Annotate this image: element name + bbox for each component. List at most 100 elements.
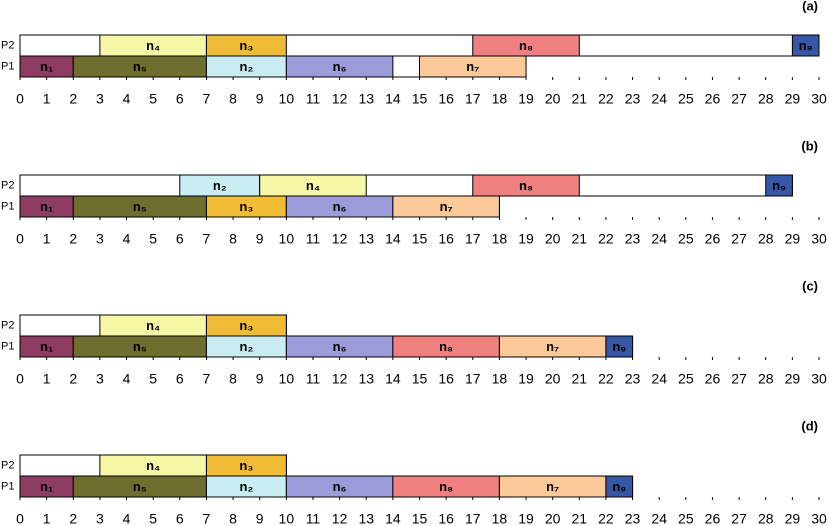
x-tick-label: 6 <box>176 91 184 107</box>
x-tick-label: 7 <box>203 371 211 387</box>
task-label: n₁ <box>40 59 53 74</box>
x-tick-label: 12 <box>332 511 348 526</box>
x-tick-label: 23 <box>625 371 641 387</box>
x-tick-label: 18 <box>492 511 508 526</box>
x-tick-label: 13 <box>358 371 374 387</box>
task-label: n₈ <box>519 38 533 53</box>
x-tick-label: 22 <box>598 371 614 387</box>
task-label: n₉ <box>799 38 813 53</box>
panel-title: (a) <box>802 0 818 13</box>
x-tick-label: 29 <box>785 231 801 247</box>
task-label: n₂ <box>240 339 254 354</box>
x-tick-label: 26 <box>705 511 721 526</box>
task-label: n₇ <box>546 339 559 354</box>
panel-title: (d) <box>801 418 818 433</box>
x-tick-label: 8 <box>229 511 237 526</box>
x-tick-label: 17 <box>465 371 481 387</box>
x-tick-label: 11 <box>306 231 321 247</box>
x-tick-label: 24 <box>651 371 667 387</box>
x-tick-label: 22 <box>598 231 614 247</box>
x-tick-label: 20 <box>545 231 561 247</box>
row-label: P1 <box>1 60 14 72</box>
x-tick-label: 29 <box>785 511 801 526</box>
x-tick-label: 20 <box>545 91 561 107</box>
x-tick-label: 21 <box>572 91 588 107</box>
task-label: n₆ <box>333 199 347 214</box>
x-tick-label: 3 <box>96 231 104 247</box>
x-tick-label: 8 <box>229 91 237 107</box>
task-label: n₇ <box>440 199 453 214</box>
task-bar <box>605 335 634 358</box>
x-tick-label: 20 <box>545 371 561 387</box>
x-tick-label: 18 <box>492 231 508 247</box>
x-tick-label: 18 <box>492 91 508 107</box>
task-label: n₉ <box>612 339 626 354</box>
x-tick-label: 12 <box>332 91 348 107</box>
x-tick-label: 23 <box>625 511 641 526</box>
row-label: P2 <box>1 319 14 331</box>
x-tick-label: 5 <box>149 231 157 247</box>
x-tick-label: 2 <box>69 511 77 526</box>
x-tick-label: 26 <box>705 91 721 107</box>
task-label: n₄ <box>146 318 160 333</box>
x-tick-label: 3 <box>96 371 104 387</box>
task-label: n₅ <box>133 339 147 354</box>
x-tick-label: 27 <box>731 371 747 387</box>
x-tick-label: 1 <box>43 511 51 526</box>
x-tick-label: 14 <box>385 511 401 526</box>
task-label: n₂ <box>213 178 227 193</box>
x-tick-label: 28 <box>758 371 774 387</box>
x-tick-label: 30 <box>811 511 827 526</box>
row-label: P2 <box>1 459 14 471</box>
x-tick-label: 12 <box>332 231 348 247</box>
x-tick-label: 3 <box>96 91 104 107</box>
task-label: n₃ <box>239 458 253 473</box>
task-label: n₂ <box>240 479 254 494</box>
x-tick-label: 0 <box>16 231 24 247</box>
row-label: P2 <box>1 39 14 51</box>
task-label: n₆ <box>333 479 347 494</box>
task-label: n₅ <box>133 59 147 74</box>
x-tick-label: 23 <box>625 231 641 247</box>
x-tick-label: 27 <box>731 511 747 526</box>
x-tick-label: 10 <box>279 91 295 107</box>
task-label: n₄ <box>146 38 160 53</box>
x-tick-label: 1 <box>43 231 51 247</box>
x-tick-label: 10 <box>279 231 295 247</box>
x-tick-label: 8 <box>229 371 237 387</box>
x-tick-label: 5 <box>149 511 157 526</box>
x-tick-label: 16 <box>438 511 454 526</box>
x-tick-label: 25 <box>678 231 694 247</box>
x-tick-label: 19 <box>518 91 534 107</box>
task-label: n₇ <box>546 479 559 494</box>
row-label: P2 <box>1 179 14 191</box>
x-tick-label: 16 <box>438 371 454 387</box>
x-tick-label: 22 <box>598 91 614 107</box>
task-label: n₈ <box>439 339 453 354</box>
x-tick-label: 4 <box>123 91 131 107</box>
x-tick-label: 0 <box>16 511 24 526</box>
row-frame <box>19 174 793 197</box>
x-tick-label: 11 <box>306 511 321 526</box>
x-tick-label: 2 <box>69 231 77 247</box>
x-tick-label: 17 <box>465 511 481 526</box>
x-tick-label: 8 <box>229 231 237 247</box>
task-label: n₃ <box>239 38 253 53</box>
x-tick-label: 30 <box>811 371 827 387</box>
row-label: P1 <box>1 340 14 352</box>
x-tick-label: 28 <box>758 91 774 107</box>
x-tick-label: 10 <box>279 371 295 387</box>
task-label: n₆ <box>333 339 347 354</box>
x-tick-label: 16 <box>438 91 454 107</box>
x-tick-label: 10 <box>279 511 295 526</box>
x-tick-label: 6 <box>176 371 184 387</box>
x-tick-label: 14 <box>385 91 401 107</box>
x-tick-label: 11 <box>306 371 321 387</box>
x-tick-label: 5 <box>149 371 157 387</box>
task-label: n₄ <box>146 458 160 473</box>
x-tick-label: 28 <box>758 511 774 526</box>
x-tick-label: 26 <box>705 371 721 387</box>
x-tick-label: 2 <box>69 91 77 107</box>
x-tick-label: 14 <box>385 371 401 387</box>
x-tick-label: 4 <box>123 511 131 526</box>
